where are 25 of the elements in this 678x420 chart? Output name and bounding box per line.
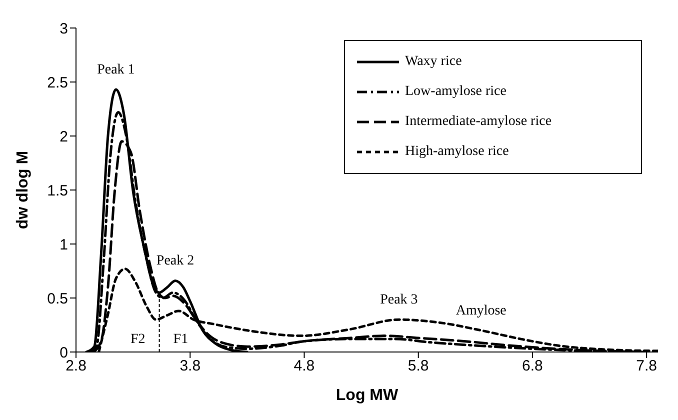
x-tick-label: 4.8: [294, 358, 315, 375]
annotation: F2: [130, 332, 146, 347]
y-tick-label: 1.5: [47, 182, 68, 200]
x-tick-label: 3.8: [180, 358, 201, 375]
y-tick-label: 0: [60, 344, 68, 362]
y-axis-title: dw dlog M: [14, 150, 32, 230]
y-tick-label: 2: [60, 128, 68, 146]
annotation: Amylose: [456, 303, 506, 318]
x-tick-label: 6.8: [522, 358, 543, 375]
legend-label: High-amylose rice: [405, 144, 509, 160]
y-tick-label: 2.5: [47, 74, 68, 92]
annotation: Peak 2: [156, 254, 194, 269]
y-tick-label: 0.5: [47, 290, 68, 308]
x-tick-label: 7.8: [636, 358, 658, 375]
legend-label: Low-amylose rice: [405, 84, 506, 100]
annotation: F1: [173, 332, 188, 347]
y-tick-label: 1: [60, 236, 68, 254]
annotation: Peak 3: [380, 292, 418, 308]
y-tick-label: 3: [60, 20, 68, 38]
legend-label: Intermediate-amylose rice: [405, 114, 552, 130]
legend-label: Waxy rice: [405, 54, 462, 70]
x-tick-label: 5.8: [408, 358, 429, 375]
x-axis-title: Log MW: [336, 387, 399, 404]
annotation: Peak 1: [97, 62, 135, 78]
x-tick-label: 2.8: [66, 358, 86, 375]
